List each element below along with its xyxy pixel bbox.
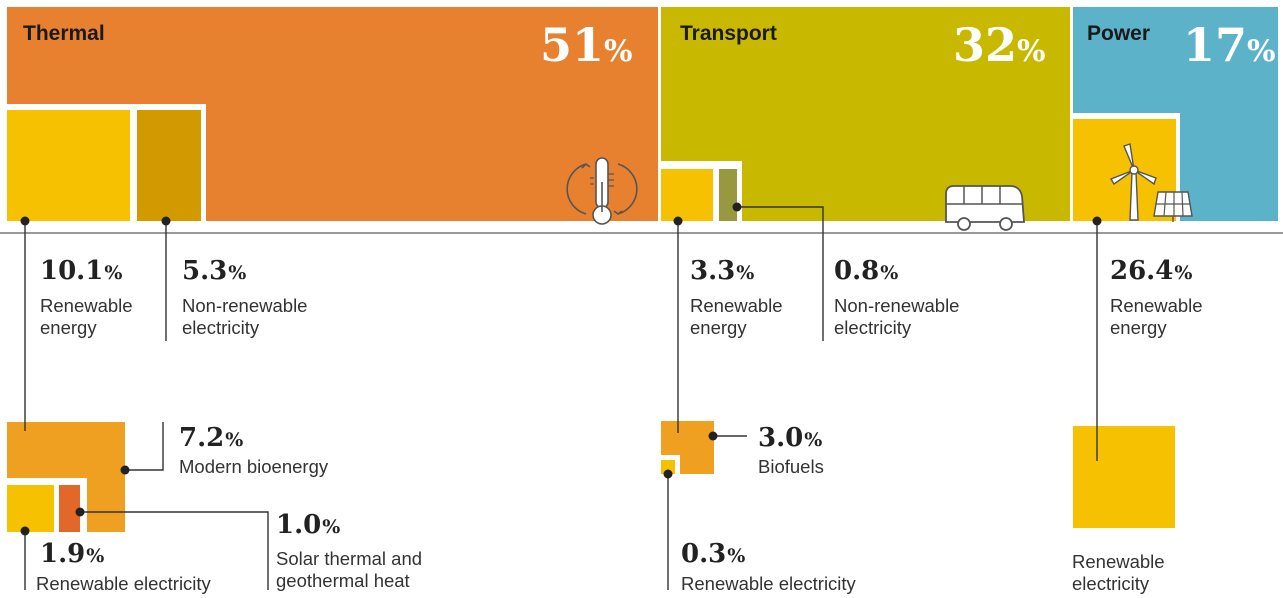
transport-nonrenewable-electricity-block xyxy=(719,169,737,221)
value-unit: % xyxy=(736,262,755,284)
label-line: Renewable xyxy=(1110,295,1203,316)
label-line: electricity xyxy=(1072,573,1150,594)
thermal-renewable-electricity-value: 1.9% xyxy=(40,541,104,567)
thermal-solar-geothermal-block xyxy=(59,485,80,532)
power-share: 17% xyxy=(1183,22,1276,68)
marker-dot xyxy=(732,202,742,212)
transport-nonrenewable-electricity-value: 0.8% xyxy=(834,258,898,284)
power-share-unit: % xyxy=(1247,34,1276,69)
value-number: 26.4 xyxy=(1110,256,1174,286)
marker-dot xyxy=(20,526,30,536)
transport-renewable-electricity-value: 0.3% xyxy=(681,541,745,567)
label-line: Solar thermal and xyxy=(276,548,423,569)
value-unit: % xyxy=(880,262,899,284)
thermal-title: Thermal xyxy=(23,22,105,45)
power-renewable-electricity-block xyxy=(1073,426,1175,528)
label-line: Renewable xyxy=(1072,551,1165,572)
value-number: 10.1 xyxy=(40,256,104,286)
label-line: energy xyxy=(1110,317,1167,338)
solar-geothermal-label: Solar thermal and geothermal heat xyxy=(276,548,422,592)
label-line: Non-renewable xyxy=(834,295,960,316)
value-unit: % xyxy=(86,545,105,567)
label-line: electricity xyxy=(834,317,912,338)
label-line: Biofuels xyxy=(758,456,824,477)
transport-renewable-energy-block xyxy=(661,169,713,221)
transport-renewable-electricity-block xyxy=(661,460,675,474)
value-number: 0.8 xyxy=(834,256,880,286)
thermal-renewable-energy-block xyxy=(7,110,130,221)
transport-renewable-energy-label: Renewable energy xyxy=(690,295,783,339)
label-line: Renewable xyxy=(690,295,783,316)
thermometer-icon xyxy=(566,157,638,225)
biofuels-value: 3.0% xyxy=(758,425,822,451)
marker-dot xyxy=(663,469,673,479)
marker-dot xyxy=(120,465,130,475)
marker-dot xyxy=(75,507,85,517)
value-unit: % xyxy=(1174,262,1193,284)
biofuels-label: Biofuels xyxy=(758,456,824,478)
power-share-value: 17 xyxy=(1183,18,1248,72)
power-renewable-energy-label: Renewable energy xyxy=(1110,295,1203,339)
marker-dot xyxy=(1092,216,1102,226)
modern-bioenergy-value: 7.2% xyxy=(179,425,243,451)
value-number: 1.9 xyxy=(40,539,86,569)
thermal-renewable-energy-value: 10.1% xyxy=(40,258,122,284)
value-unit: % xyxy=(225,429,244,451)
power-renewable-electricity-label: Renewable electricity xyxy=(1072,551,1165,595)
label-line: geothermal heat xyxy=(276,570,410,591)
value-number: 5.3 xyxy=(182,256,228,286)
baseline xyxy=(0,232,1283,234)
transport-nonrenewable-electricity-label: Non-renewable electricity xyxy=(834,295,959,339)
value-number: 1.0 xyxy=(276,510,322,540)
transport-share: 32% xyxy=(953,22,1046,68)
thermal-share: 51% xyxy=(540,22,633,68)
transport-renewable-energy-value: 3.3% xyxy=(690,258,754,284)
value-number: 7.2 xyxy=(179,423,225,453)
thermal-nonrenewable-electricity-block xyxy=(137,110,201,221)
thermal-renewable-energy-label: Renewable energy xyxy=(40,295,133,339)
label-line: Renewable xyxy=(40,295,133,316)
transport-renewable-electricity-label: Renewable electricity xyxy=(681,573,856,595)
value-unit: % xyxy=(727,545,746,567)
label-line: energy xyxy=(40,317,97,338)
wind-solar-icon xyxy=(1109,143,1193,222)
solar-geothermal-value: 1.0% xyxy=(276,512,340,538)
value-number: 0.3 xyxy=(681,539,727,569)
marker-dot xyxy=(20,216,30,226)
modern-bioenergy-label: Modern bioenergy xyxy=(179,456,328,478)
value-unit: % xyxy=(104,262,123,284)
marker-dot xyxy=(708,431,718,441)
marker-dot xyxy=(673,216,683,226)
power-title: Power xyxy=(1087,22,1151,45)
label-line: electricity xyxy=(182,317,260,338)
thermal-share-unit: % xyxy=(604,34,633,69)
power-renewable-energy-value: 26.4% xyxy=(1110,258,1192,284)
transport-share-value: 32 xyxy=(953,18,1018,72)
bus-icon xyxy=(945,185,1025,231)
label-line: Renewable electricity xyxy=(681,573,856,594)
transport-title: Transport xyxy=(680,22,777,45)
label-line: Non-renewable xyxy=(182,295,308,316)
thermal-nonrenewable-electricity-value: 5.3% xyxy=(182,258,246,284)
thermal-nonrenewable-electricity-label: Non-renewable electricity xyxy=(182,295,307,339)
transport-share-unit: % xyxy=(1017,34,1046,69)
value-unit: % xyxy=(228,262,247,284)
value-number: 3.0 xyxy=(758,423,804,453)
label-line: Renewable electricity xyxy=(36,573,211,594)
value-unit: % xyxy=(804,429,823,451)
label-line: Modern bioenergy xyxy=(179,456,329,477)
thermal-share-value: 51 xyxy=(540,18,605,72)
thermal-renewable-electricity-label: Renewable electricity xyxy=(36,573,211,595)
value-number: 3.3 xyxy=(690,256,736,286)
marker-dot xyxy=(161,216,171,226)
label-line: energy xyxy=(690,317,747,338)
value-unit: % xyxy=(322,516,341,538)
thermal-renewable-electricity-block xyxy=(7,485,54,532)
